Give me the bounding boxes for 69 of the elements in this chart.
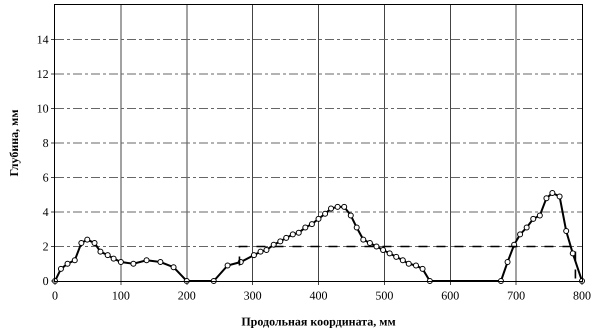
point: [328, 206, 334, 212]
point: [64, 260, 71, 267]
y-tick-label: 10: [36, 102, 49, 116]
point: [393, 254, 400, 260]
point: [58, 266, 64, 272]
point: [283, 234, 290, 241]
point: [92, 240, 98, 246]
x-tick-label: 800: [573, 288, 591, 302]
point: [373, 244, 380, 250]
x-tick-label: 400: [310, 288, 328, 302]
point: [420, 266, 426, 272]
point: [536, 212, 543, 218]
point: [366, 240, 373, 246]
y-tick-label: 8: [42, 136, 49, 150]
point: [322, 210, 328, 217]
point: [354, 224, 360, 231]
point: [290, 231, 296, 238]
y-tick-label: 2: [42, 240, 49, 254]
point: [130, 260, 136, 267]
x-tick-label: 300: [244, 288, 262, 302]
y-tick-label: 14: [36, 32, 49, 47]
point: [78, 240, 84, 246]
point: [386, 250, 393, 256]
point: [263, 246, 270, 253]
point: [170, 264, 177, 270]
point: [224, 262, 231, 268]
point: [277, 238, 284, 244]
point: [563, 228, 570, 234]
point: [543, 195, 550, 202]
point: [549, 190, 556, 196]
point: [406, 260, 412, 267]
point: [302, 224, 308, 231]
x-tick-label: 600: [441, 288, 460, 302]
point: [530, 216, 536, 222]
point: [524, 224, 530, 231]
point: [258, 248, 264, 255]
x-axis-title: Продольная координата, мм: [241, 314, 396, 328]
point: [157, 259, 164, 266]
x-tick-label: 0: [52, 288, 58, 302]
point: [341, 204, 348, 210]
y-axis-title: Глубина, мм: [6, 109, 21, 177]
y-tick-label: 12: [36, 67, 49, 82]
point: [84, 236, 90, 243]
point: [360, 236, 366, 243]
point: [72, 257, 78, 264]
point: [144, 257, 150, 264]
point: [316, 216, 322, 222]
point: [400, 257, 406, 264]
point: [308, 221, 315, 228]
y-tick-label: 4: [42, 205, 49, 220]
point: [97, 248, 104, 255]
x-tick-label: 100: [112, 288, 130, 302]
point: [517, 231, 524, 238]
y-tick-label: 6: [42, 170, 49, 185]
point: [348, 212, 354, 218]
point: [334, 204, 341, 210]
y-tick-label: 0: [42, 274, 49, 288]
x-tick-label: 700: [507, 288, 526, 302]
point: [504, 259, 511, 266]
x-tick-label: 200: [178, 288, 196, 302]
point: [118, 259, 124, 266]
point: [380, 246, 386, 253]
point: [556, 193, 563, 200]
point: [250, 252, 257, 258]
point: [296, 230, 302, 236]
point: [104, 252, 111, 258]
point: [110, 256, 117, 262]
point: [412, 262, 419, 268]
x-tick-label: 500: [375, 288, 394, 302]
